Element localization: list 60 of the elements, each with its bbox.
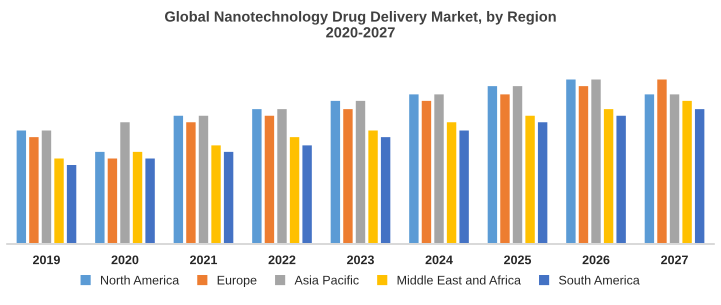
bar [446,122,456,244]
bar [434,94,444,244]
legend-label: Europe [218,276,256,288]
bar [500,94,510,244]
x-tick-label: 2022 [268,255,296,264]
bar [174,116,184,244]
bar [120,122,130,244]
bar [29,137,39,244]
bar [290,137,300,244]
chart-title: Global Nanotechnology Drug Delivery Market, by Region 2020-2027 [165,11,556,38]
bar [16,130,26,244]
bar [578,86,588,244]
bar [277,109,287,244]
x-tick-label: 2021 [190,255,218,264]
bar [302,145,312,244]
bar [54,158,64,244]
bar [108,158,118,244]
bar [211,145,221,244]
bar [422,100,432,244]
bar [66,165,76,244]
bar [670,94,680,244]
x-tick-label: 2024 [426,255,453,264]
bar [512,86,522,244]
x-tick-label: 2026 [582,255,610,264]
legend-label: Asia Pacific [294,275,359,285]
bar [343,109,353,244]
bar [145,158,155,244]
bar [132,152,142,244]
bar [682,100,692,244]
x-tick-label: 2023 [347,255,374,264]
bar [95,152,105,244]
bar [459,130,469,244]
bar [591,80,601,244]
bar [657,80,667,244]
bar [264,116,274,244]
bar [644,94,654,244]
bar [409,94,419,244]
x-tick-label: 2025 [504,255,532,264]
bar [616,116,626,244]
bar [566,80,576,244]
legend-label: Middle East and Africa [398,275,521,285]
bar [694,109,704,244]
bar [538,122,548,244]
x-tick-label: 2019 [32,255,60,264]
bar [198,116,208,244]
bar [252,109,262,244]
bar [224,152,234,244]
bar [604,109,614,244]
bar [330,100,340,244]
bar [356,100,366,244]
x-tick-label: 2027 [661,255,688,264]
legend-label: North America [101,275,180,285]
x-tick-label: 2020 [112,255,138,264]
bar [186,122,196,244]
legend-label: South America [559,275,640,285]
bar [380,137,390,244]
bar [488,86,498,244]
bar [525,116,535,244]
bar [42,130,52,244]
bar [368,130,378,244]
